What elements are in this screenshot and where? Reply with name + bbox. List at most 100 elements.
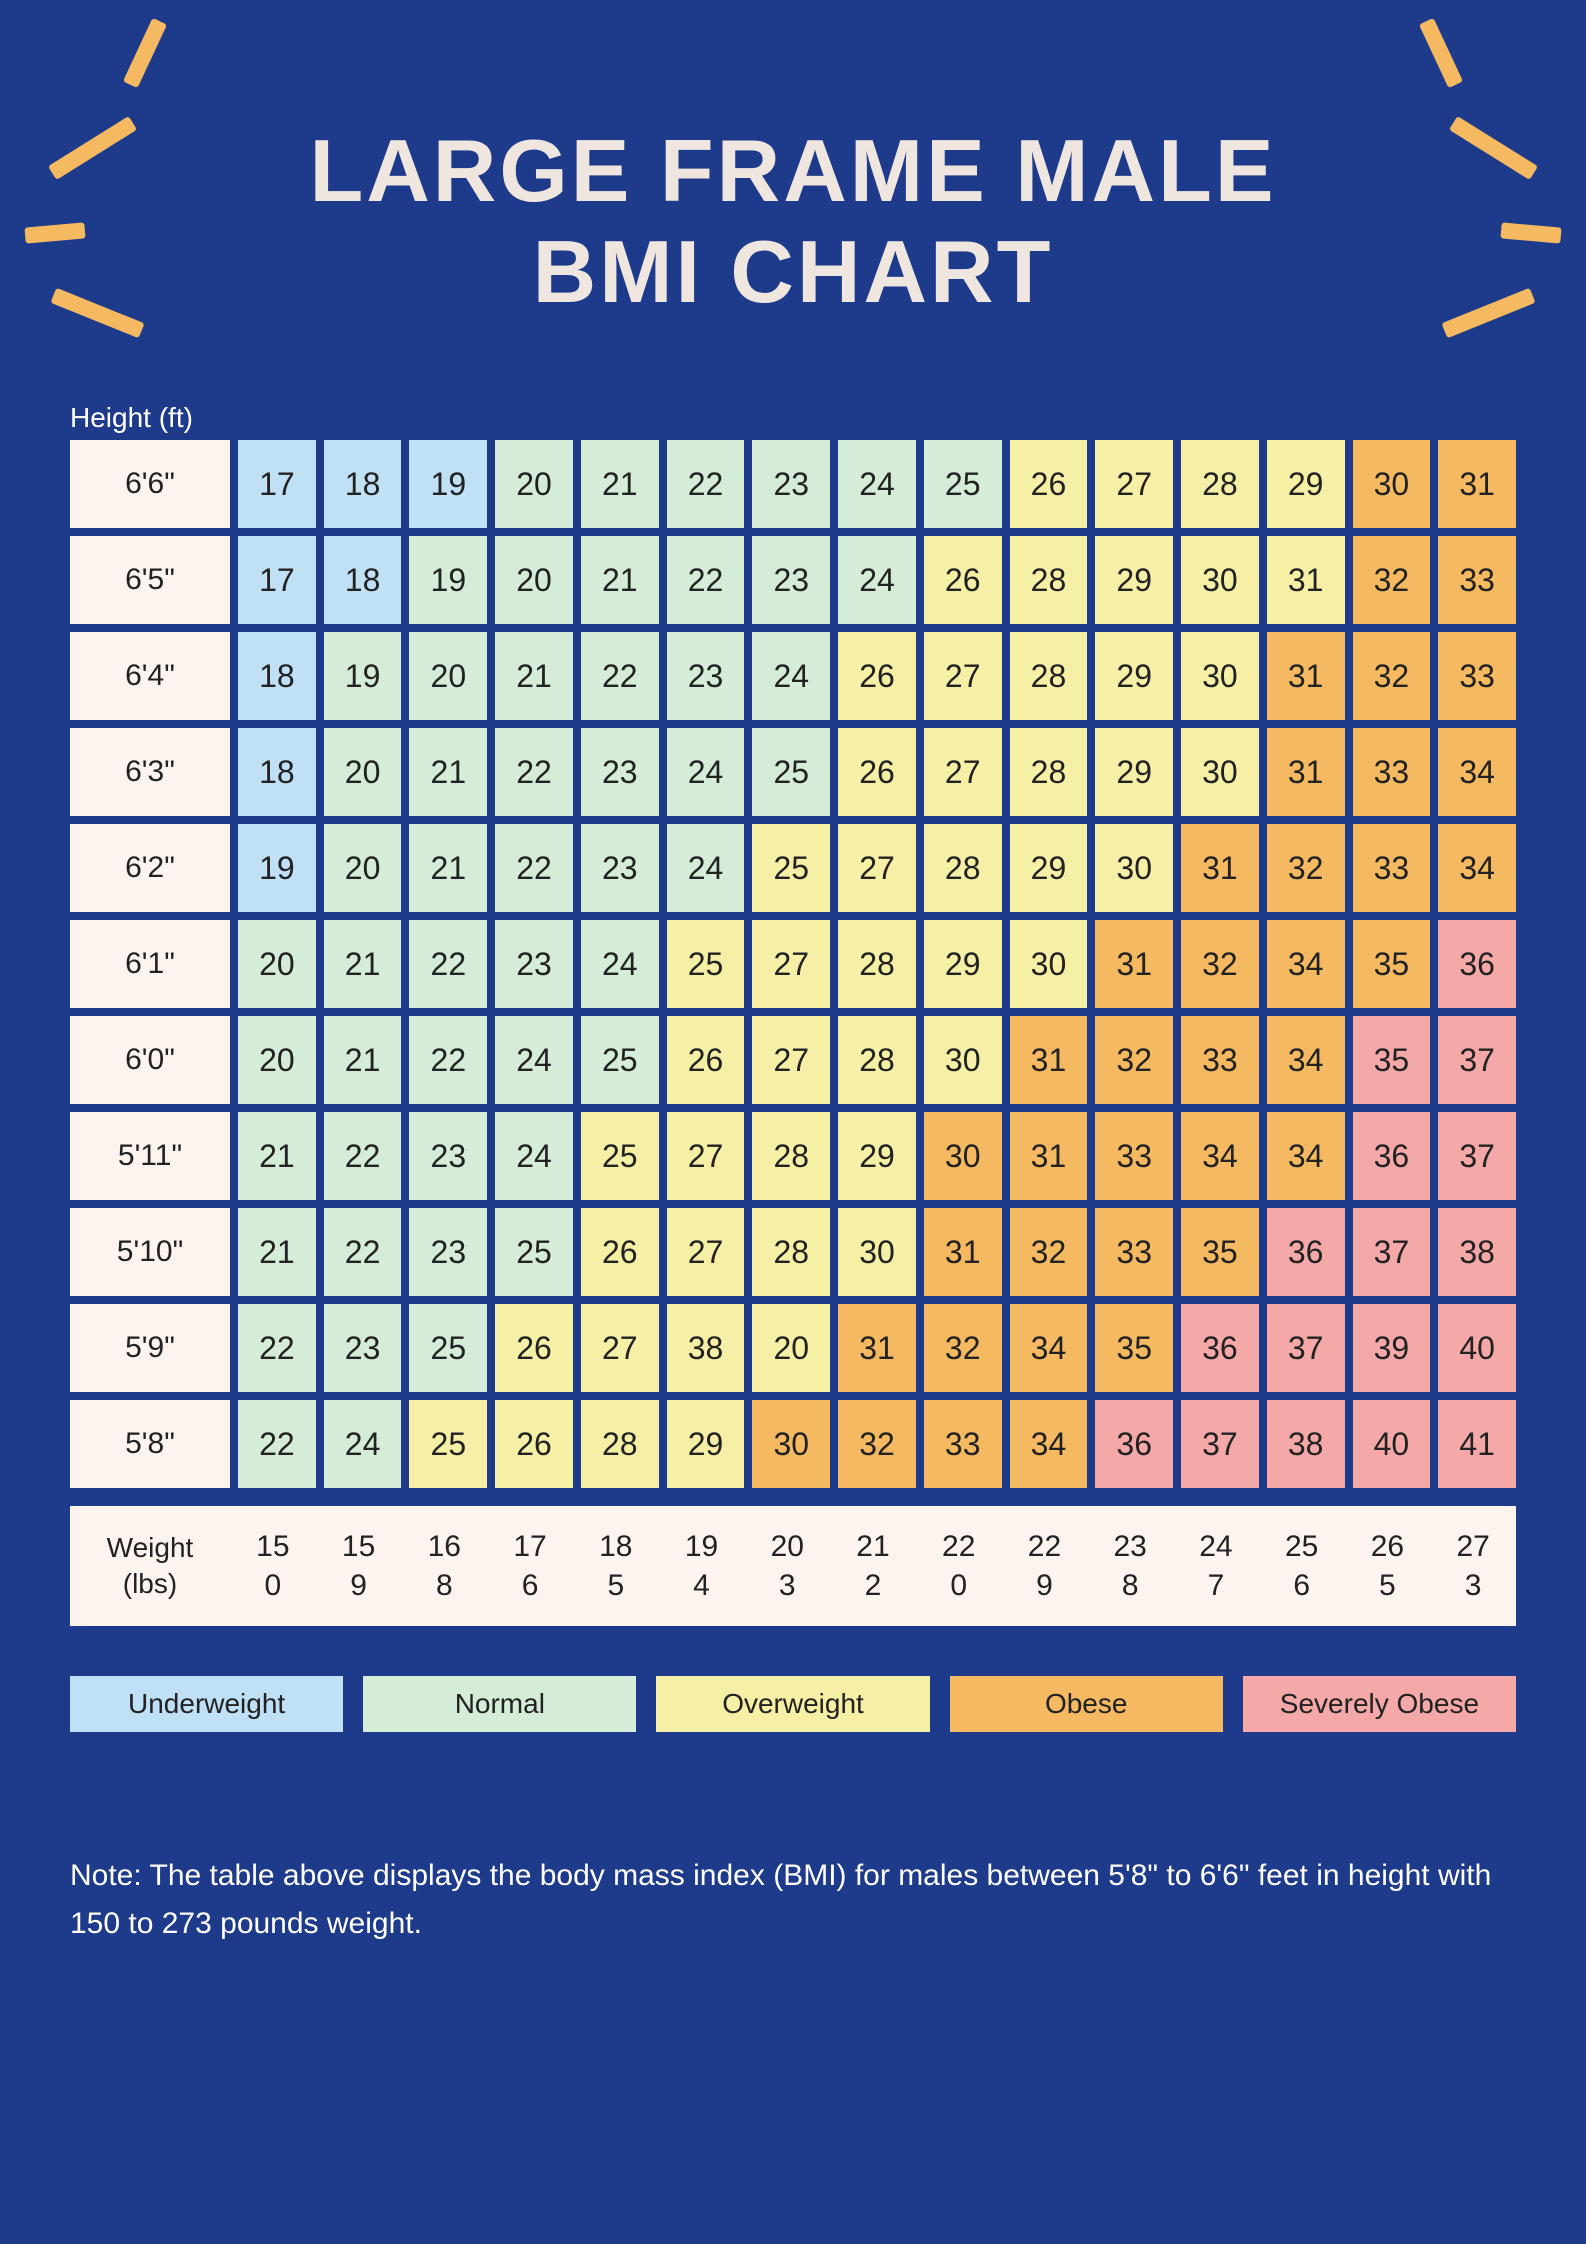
sparkle-decoration-left [40,45,220,305]
bmi-cell: 26 [667,1016,745,1104]
bmi-cell: 21 [409,728,487,816]
bmi-cell: 22 [495,824,573,912]
bmi-cell: 19 [324,632,402,720]
bmi-cell: 25 [752,824,830,912]
bmi-cell: 28 [1010,632,1088,720]
bmi-cell: 23 [581,824,659,912]
bmi-cell: 33 [1353,824,1431,912]
bmi-cell: 37 [1181,1400,1259,1488]
bmi-cell: 35 [1181,1208,1259,1296]
height-label: 6'2" [70,824,230,912]
bmi-cell: 29 [1267,440,1345,528]
bmi-cell: 31 [1010,1016,1088,1104]
bmi-cell: 19 [409,440,487,528]
bmi-cell: 24 [667,728,745,816]
bmi-cell: 29 [838,1112,916,1200]
bmi-cell: 40 [1438,1304,1516,1392]
bmi-cell: 33 [1353,728,1431,816]
bmi-cell: 27 [924,632,1002,720]
bmi-cell: 24 [838,536,916,624]
height-label: 6'1" [70,920,230,1008]
bmi-cell: 25 [495,1208,573,1296]
bmi-cell: 36 [1181,1304,1259,1392]
bmi-cell: 26 [495,1400,573,1488]
bmi-cell: 21 [324,920,402,1008]
bmi-cell: 24 [752,632,830,720]
bmi-cell: 27 [581,1304,659,1392]
weight-axis-row: Weight(lbs)15015916817618519420321222022… [70,1506,1516,1626]
bmi-cell: 33 [1181,1016,1259,1104]
bmi-cell: 32 [838,1400,916,1488]
sparkle-decoration-right [1366,45,1546,305]
bmi-cell: 23 [667,632,745,720]
bmi-cell: 28 [838,920,916,1008]
bmi-cell: 36 [1438,920,1516,1008]
bmi-cell: 30 [1010,920,1088,1008]
bmi-cell: 27 [838,824,916,912]
bmi-cell: 25 [409,1400,487,1488]
bmi-cell: 29 [1010,824,1088,912]
height-label: 6'5" [70,536,230,624]
bmi-cell: 32 [1353,632,1431,720]
bmi-cell: 20 [495,536,573,624]
bmi-cell: 31 [1095,920,1173,1008]
bmi-cell: 19 [409,536,487,624]
bmi-cell: 22 [667,536,745,624]
bmi-cell: 32 [924,1304,1002,1392]
bmi-cell: 27 [752,920,830,1008]
bmi-cell: 29 [1095,728,1173,816]
bmi-cell: 37 [1267,1304,1345,1392]
bmi-cell: 25 [924,440,1002,528]
bmi-cell: 18 [238,632,316,720]
title-line-2: BMI CHART [533,222,1054,321]
bmi-cell: 22 [409,920,487,1008]
bmi-cell: 35 [1353,1016,1431,1104]
bmi-cell: 38 [1267,1400,1345,1488]
weight-label: 185 [573,1506,659,1626]
bmi-cell: 29 [667,1400,745,1488]
bmi-cell: 30 [1095,824,1173,912]
height-label: 6'6" [70,440,230,528]
bmi-cell: 23 [495,920,573,1008]
bmi-cell: 27 [924,728,1002,816]
weight-label: 238 [1087,1506,1173,1626]
bmi-cell: 25 [409,1304,487,1392]
bmi-cell: 26 [581,1208,659,1296]
weight-label: 194 [659,1506,745,1626]
bmi-cell: 20 [495,440,573,528]
bmi-cell: 21 [581,440,659,528]
bmi-cell: 35 [1095,1304,1173,1392]
bmi-chart: Height (ft) 6'6"171819202122232425262728… [70,402,1516,1732]
legend-item-severe: Severely Obese [1243,1676,1516,1732]
legend-item-normal: Normal [363,1676,636,1732]
bmi-cell: 17 [238,536,316,624]
bmi-cell: 21 [324,1016,402,1104]
bmi-cell: 22 [667,440,745,528]
bmi-cell: 32 [1181,920,1259,1008]
height-label: 5'10" [70,1208,230,1296]
bmi-cell: 26 [495,1304,573,1392]
bmi-cell: 18 [324,536,402,624]
bmi-cell: 24 [495,1112,573,1200]
bmi-cell: 31 [1010,1112,1088,1200]
weight-axis-label: Weight(lbs) [70,1506,230,1626]
bmi-cell: 31 [1267,536,1345,624]
bmi-cell: 26 [924,536,1002,624]
bmi-cell: 28 [1181,440,1259,528]
bmi-cell: 22 [581,632,659,720]
bmi-cell: 32 [1010,1208,1088,1296]
bmi-cell: 21 [238,1112,316,1200]
bmi-cell: 25 [667,920,745,1008]
bmi-cell: 30 [1181,632,1259,720]
weight-label: 256 [1259,1506,1345,1626]
bmi-cell: 21 [409,824,487,912]
bmi-cell: 30 [752,1400,830,1488]
bmi-cell: 24 [324,1400,402,1488]
bmi-cell: 34 [1267,1112,1345,1200]
weight-label: 203 [744,1506,830,1626]
bmi-cell: 28 [752,1112,830,1200]
bmi-cell: 30 [924,1112,1002,1200]
bmi-cell: 20 [409,632,487,720]
weight-label: 150 [230,1506,316,1626]
weight-label: 159 [316,1506,402,1626]
